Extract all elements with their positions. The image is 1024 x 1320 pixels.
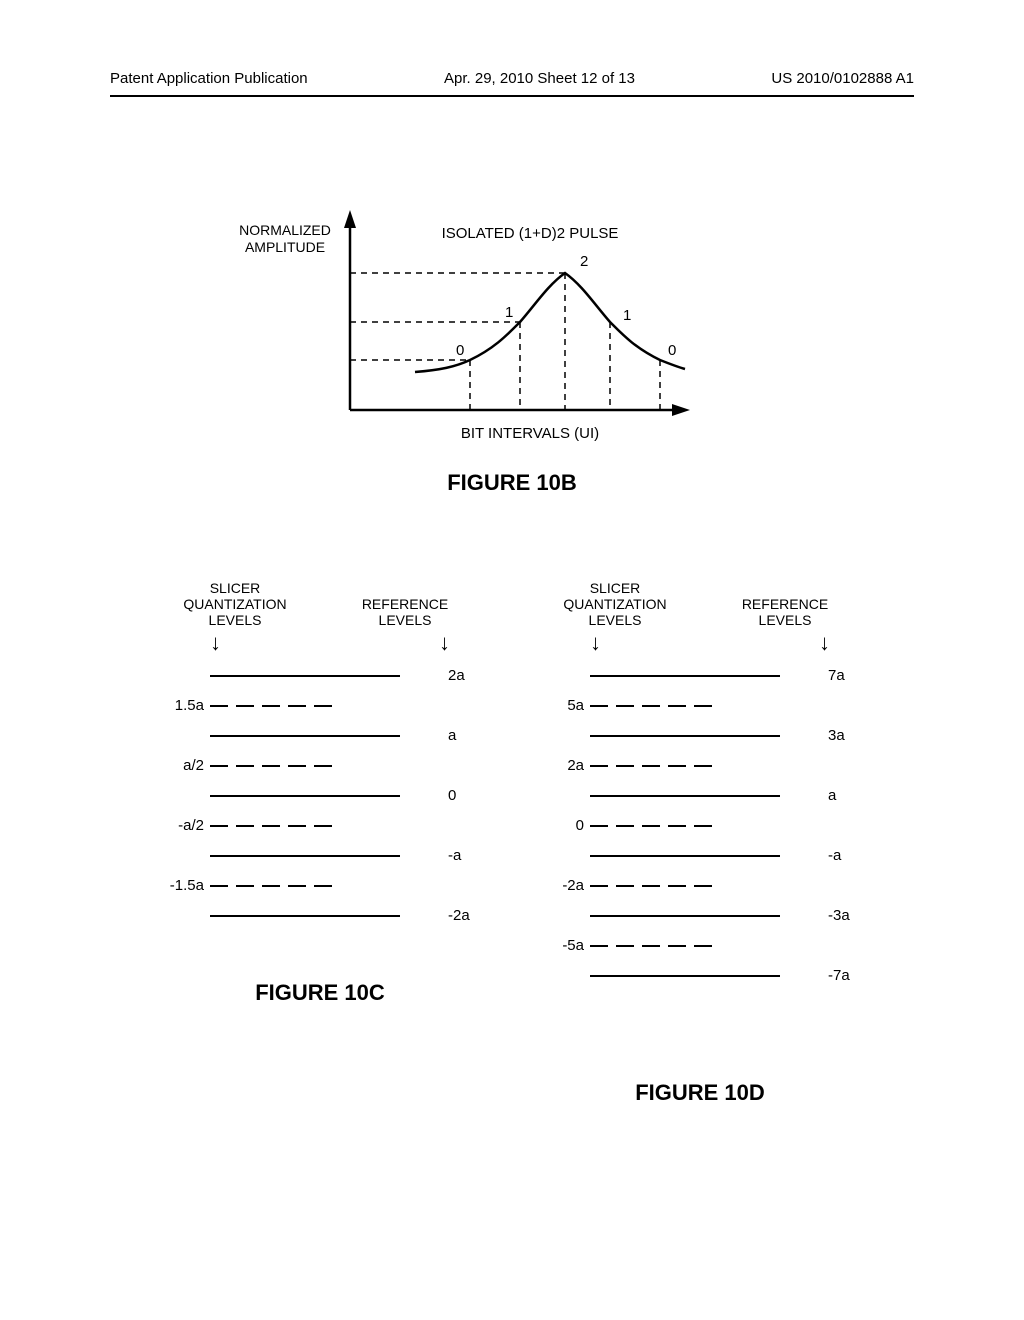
chart-title: ISOLATED (1+D)2 PULSE — [442, 225, 619, 242]
figure-10d-caption: FIGURE 10D — [530, 1080, 870, 1106]
down-arrow-icon: ↓ — [819, 632, 830, 654]
reference-label: 0 — [440, 787, 490, 804]
level-row: 0 — [150, 780, 490, 810]
quantization-label: -2a — [530, 877, 590, 894]
fig10c-r-header: REFERENCE LEVELS — [320, 596, 490, 628]
level-row: 0 — [530, 810, 870, 840]
mark-1a: 1 — [505, 304, 513, 321]
down-arrow-icon: ↓ — [439, 632, 450, 654]
quantization-label: -a/2 — [150, 817, 210, 834]
quantization-label: -1.5a — [150, 877, 210, 894]
reference-label: -7a — [820, 967, 870, 984]
level-row: 5a — [530, 690, 870, 720]
reference-label: -a — [820, 847, 870, 864]
reference-label: 2a — [440, 667, 490, 684]
mark-0b: 0 — [668, 342, 676, 359]
level-row: a/2 — [150, 750, 490, 780]
ylabel-line2: AMPLITUDE — [245, 239, 325, 255]
quantization-label: 2a — [530, 757, 590, 774]
mark-1b: 1 — [623, 307, 631, 324]
header-rule — [110, 95, 914, 97]
level-row: 2a — [530, 750, 870, 780]
figure-10b-svg: NORMALIZED AMPLITUDE ISOLATED (1+D)2 PUL… — [230, 200, 760, 460]
quantization-label: 1.5a — [150, 697, 210, 714]
figure-10b-caption: FIGURE 10B — [0, 470, 1024, 496]
level-row: -a — [150, 840, 490, 870]
quantization-label: -5a — [530, 937, 590, 954]
figure-10d: SLICER QUANTIZATION LEVELS REFERENCE LEV… — [530, 580, 870, 990]
level-row: a — [150, 720, 490, 750]
ylabel-line1: NORMALIZED — [239, 222, 331, 238]
reference-label: 3a — [820, 727, 870, 744]
mark-2: 2 — [580, 253, 588, 270]
fig10d-levels: 7a 5a 3a 2a a 0 -a -2a -3a -5a -7a — [530, 660, 870, 990]
fig10c-levels: 2a 1.5a a a/2 0 -a/2 -a -1.5a -2a — [150, 660, 490, 930]
quantization-label: a/2 — [150, 757, 210, 774]
page-header: Patent Application Publication Apr. 29, … — [0, 70, 1024, 87]
fig10d-q-header: SLICER QUANTIZATION LEVELS — [530, 580, 700, 628]
header-mid: Apr. 29, 2010 Sheet 12 of 13 — [444, 70, 635, 87]
level-row: -5a — [530, 930, 870, 960]
level-row: 2a — [150, 660, 490, 690]
figure-10b: NORMALIZED AMPLITUDE ISOLATED (1+D)2 PUL… — [230, 200, 760, 460]
header-left: Patent Application Publication — [110, 70, 308, 87]
level-row: -3a — [530, 900, 870, 930]
level-row: -7a — [530, 960, 870, 990]
reference-label: -a — [440, 847, 490, 864]
quantization-label: 0 — [530, 817, 590, 834]
fig10c-q-header: SLICER QUANTIZATION LEVELS — [150, 580, 320, 628]
level-row: -2a — [530, 870, 870, 900]
quantization-label: 5a — [530, 697, 590, 714]
level-row: a — [530, 780, 870, 810]
figure-10c: SLICER QUANTIZATION LEVELS REFERENCE LEV… — [150, 580, 490, 930]
level-row: 7a — [530, 660, 870, 690]
level-row: -a/2 — [150, 810, 490, 840]
reference-label: -3a — [820, 907, 870, 924]
level-row: 3a — [530, 720, 870, 750]
reference-label: a — [820, 787, 870, 804]
mark-0a: 0 — [456, 342, 464, 359]
reference-label: 7a — [820, 667, 870, 684]
figure-10c-caption: FIGURE 10C — [150, 980, 490, 1006]
level-row: -2a — [150, 900, 490, 930]
level-row: -a — [530, 840, 870, 870]
down-arrow-icon: ↓ — [590, 632, 601, 654]
header-right: US 2010/0102888 A1 — [771, 70, 914, 87]
xlabel: BIT INTERVALS (UI) — [461, 425, 599, 442]
down-arrow-icon: ↓ — [210, 632, 221, 654]
level-row: -1.5a — [150, 870, 490, 900]
reference-label: a — [440, 727, 490, 744]
reference-label: -2a — [440, 907, 490, 924]
level-row: 1.5a — [150, 690, 490, 720]
fig10d-r-header: REFERENCE LEVELS — [700, 596, 870, 628]
